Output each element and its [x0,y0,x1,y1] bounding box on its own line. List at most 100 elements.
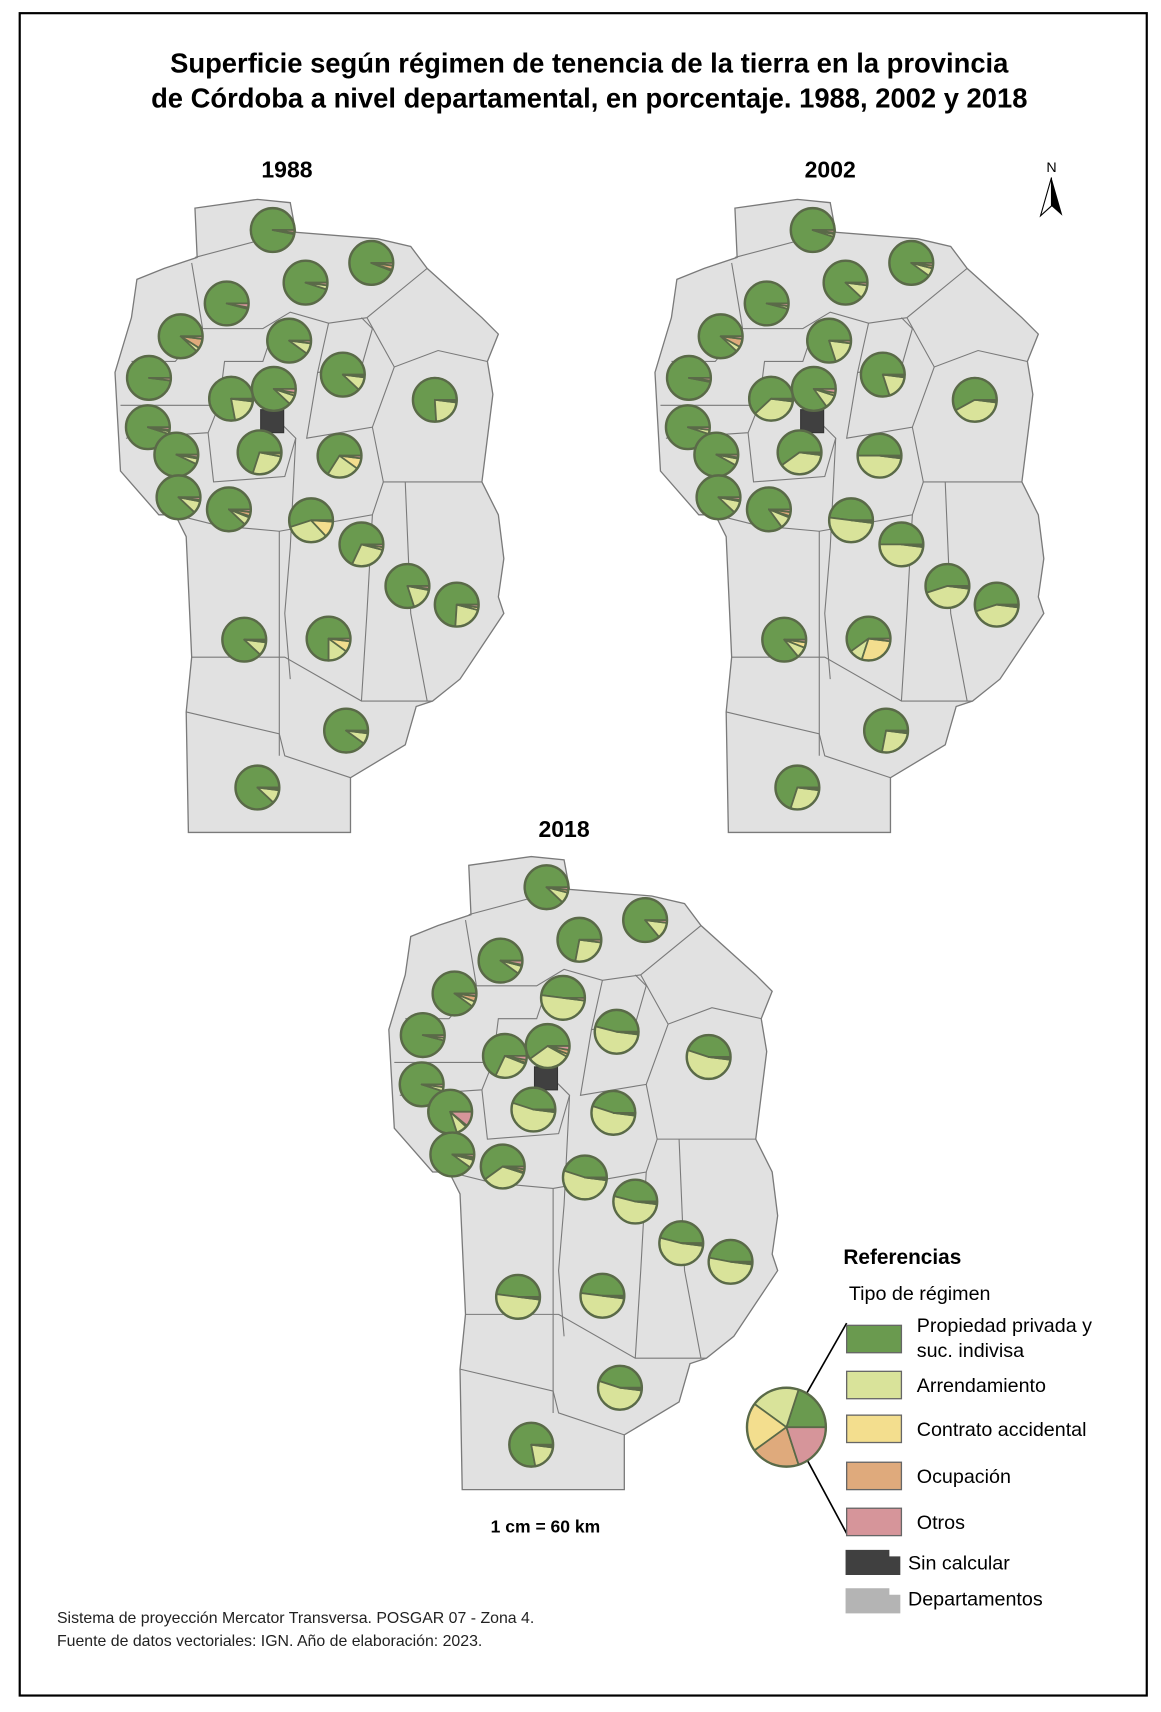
department-pie [888,239,935,287]
department-pie [556,916,603,963]
department-boundary [824,438,837,680]
department-pie [479,1143,526,1190]
map-year-label: 2002 [805,156,856,182]
department-pie [494,1273,542,1320]
capital-no-data [260,409,285,434]
department-boundary [747,415,837,483]
department-pie [856,432,903,479]
legend-swatch [845,1507,903,1537]
department-pie [322,707,370,754]
department-pie [348,239,395,287]
legend-leader-line [806,1459,848,1534]
pie-outline [287,497,335,544]
pie-outline [155,474,202,521]
department-pie [539,974,587,1021]
department-pie [398,1061,445,1108]
department-pie [707,1238,754,1285]
department-pie [433,581,480,628]
pie-outline [494,1273,542,1320]
department-boundary [944,481,968,702]
pie-outline [348,239,395,287]
department-pie [155,474,202,521]
pie-outline [845,615,892,662]
department-pie [125,354,173,402]
pie-outline [596,1364,644,1411]
department-pie [612,1178,659,1225]
department-boundary [284,438,297,680]
pie-outline [125,354,173,402]
pie-outline [338,521,385,568]
department-pie [266,317,313,364]
pie-outline [622,896,669,944]
department-pie [747,375,795,422]
footer-projection: Sistema de proyección Mercator Transvers… [57,1610,534,1627]
legend: Referencias Tipo de régimen Propiedad pr… [745,1246,1092,1614]
department-pie [685,1033,732,1081]
department-pie [859,351,906,398]
map-title-line2: de Córdoba a nivel departamental, en por… [151,82,1027,113]
department-pie [510,1086,557,1133]
legend-swatch [845,1461,903,1491]
department-pie [695,474,742,521]
pie-outline [411,376,458,423]
capital-no-data [533,1066,559,1091]
pie-outline [282,259,329,306]
department-pie [234,764,281,811]
pie-outline [556,916,603,963]
department-pie [287,497,335,544]
department-pie [596,1364,644,1411]
department-pie [827,497,875,544]
department-pie [203,280,250,327]
department-pie [590,1089,637,1136]
department-pie [524,1022,571,1070]
pie-outline [510,1086,557,1133]
department-pie [319,351,366,398]
pie-outline [747,375,795,422]
department-pie [221,616,268,663]
pie-outline [665,354,713,402]
department-pie [481,1032,529,1079]
pie-outline [707,1238,754,1285]
pie-outline [479,1143,526,1190]
pie-outline [236,429,283,476]
pie-outline [157,313,204,360]
pie-outline [761,616,808,663]
pie-outline [745,486,792,533]
pie-outline [789,206,836,254]
department-pie [305,615,352,662]
pie-outline [203,280,250,327]
pie-outline [508,1421,555,1468]
pie-outline [322,707,370,754]
legend-label: Ocupación [917,1466,1011,1488]
department-pie [250,365,297,412]
pie-outline [951,376,998,423]
department-pie [207,375,255,422]
pie-outline [658,1220,705,1267]
pie-outline [433,581,480,628]
pie-outline [743,280,790,327]
department-pie [508,1421,555,1468]
department-pie [745,486,792,533]
pie-outline [398,1061,445,1108]
department-boundary [186,711,351,779]
pie-outline [856,432,903,479]
pie-outline [249,206,296,254]
department-pie [236,429,283,476]
department-pie [862,707,910,754]
department-pie [878,521,925,568]
department-pie [561,1154,608,1201]
department-pie [157,313,204,360]
department-pie [822,259,869,306]
department-pie [774,764,821,811]
pie-outline [973,581,1020,628]
legend-swatch [845,1324,903,1354]
pie-outline [561,1154,608,1201]
pie-outline [664,404,711,451]
department-pie [282,259,329,306]
department-pie [924,562,971,610]
pie-outline [319,351,366,398]
pie-outline [539,974,587,1021]
department-pie [399,1011,446,1059]
department-pie [429,1131,476,1178]
department-pie [411,376,458,423]
